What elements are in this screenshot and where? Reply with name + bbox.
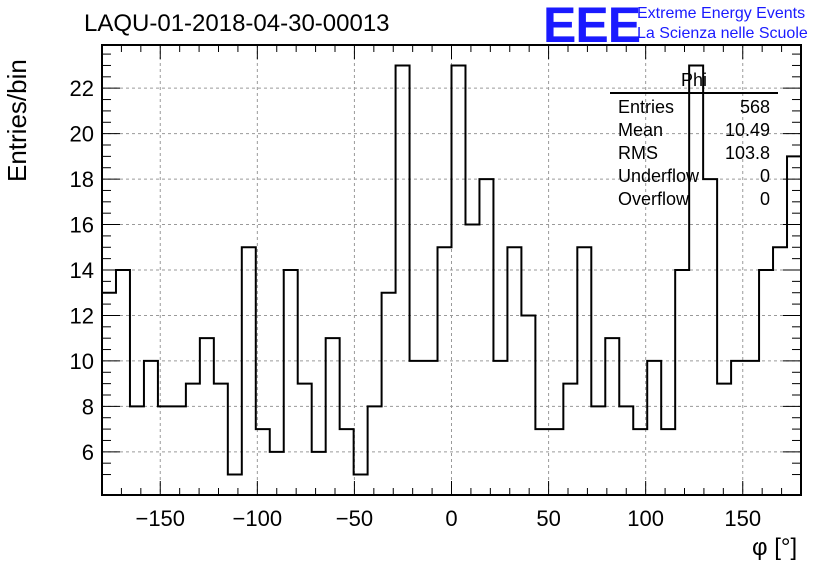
plot-title: LAQU-01-2018-04-30-00013 [84,10,390,37]
grid-lines [102,45,801,495]
histogram-bin [186,384,200,495]
x-axis-label: φ [°] [752,534,798,561]
histogram-bin [563,384,577,495]
x-tick-labels: −150 −100 −50 0 50 100 150 [135,506,761,531]
stats-row-underflow: Underflow 0 [610,165,778,188]
y-tick-label: 6 [82,440,94,465]
histogram-bin [577,247,591,495]
histogram-bin [424,361,438,495]
stats-row-entries: Entries 568 [610,96,778,119]
histogram-bin [298,384,312,495]
histogram-bin [465,225,479,495]
histogram-bin [605,338,619,495]
histogram-bin [535,429,549,495]
histogram-bin [717,384,731,495]
stats-label: Mean [618,120,664,140]
histogram-bin [787,156,801,495]
y-tick-label: 10 [70,349,94,374]
stats-row-mean: Mean 10.49 [610,119,778,142]
stats-label: Underflow [618,166,700,186]
stats-row-overflow: Overflow 0 [610,188,778,211]
histogram-bin [591,406,605,495]
y-tick-labels: 6 8 10 12 14 16 18 20 22 [70,76,94,465]
histogram-bin [368,406,382,495]
stats-box: Phi Entries 568 Mean 10.49 RMS 103.8 Und… [610,70,778,211]
histogram-bin [312,452,326,495]
stats-label: Overflow [618,189,690,209]
y-tick-label: 8 [82,394,94,419]
histogram-bin [340,429,354,495]
stats-value: 0 [759,189,770,209]
histogram-bin [633,429,647,495]
y-tick-label: 18 [70,167,94,192]
histogram-bin [200,338,214,495]
y-tick-label: 20 [70,122,94,147]
histogram-bin [452,65,466,495]
histogram-bin [438,247,452,495]
histogram-bin [172,406,186,495]
x-tick-label: −50 [336,506,373,531]
histogram-bin [675,270,689,495]
x-tick-label: −150 [135,506,185,531]
histogram-bin [116,270,130,495]
x-tick-label: 100 [627,506,664,531]
histogram-bin [256,429,270,495]
y-tick-label: 16 [70,213,94,238]
histogram-bin [242,247,256,495]
histogram-outline [102,64,801,476]
histogram-bin [130,406,144,495]
logo-caption-line1: Extreme Energy Events [637,5,806,22]
histogram-bin [284,270,298,495]
histogram-bin [703,179,717,495]
histogram-bin [493,361,507,495]
histogram-bin [410,361,424,495]
histogram-bin [549,429,563,495]
histogram-bin [228,475,242,495]
histogram-bin [479,179,493,495]
histogram-bin [396,65,410,495]
stats-value: 103.8 [724,143,770,163]
histogram-bin [144,361,158,495]
histogram-bin [521,315,535,495]
y-tick-label: 22 [70,76,94,101]
histogram-bin [382,293,396,495]
histogram-bin [661,429,675,495]
x-tick-label: 0 [445,506,457,531]
histogram-bin [354,475,368,495]
x-tick-label: 150 [724,506,761,531]
axis-ticks [101,45,802,495]
stats-value: 0 [759,166,770,186]
stats-row-rms: RMS 103.8 [610,142,778,165]
histogram-bin [745,361,759,495]
stats-value: 568 [739,97,770,117]
x-tick-label: −100 [233,506,283,531]
y-tick-label: 12 [70,303,94,328]
stats-value: 10.49 [724,120,770,140]
histogram-bin [619,406,633,495]
x-tick-label: 50 [536,506,560,531]
histogram-bin [773,247,787,495]
histogram-bin [759,270,773,495]
logo-caption: Extreme Energy Events La Scienza nelle S… [637,4,808,44]
stats-label: Entries [618,97,675,117]
histogram-bin [507,247,521,495]
stats-box-title: Phi [610,70,778,94]
histogram-bin [102,293,116,495]
stats-label: RMS [618,143,658,163]
histogram-bin [214,384,228,495]
histogram-bin [647,361,661,495]
histogram-bin [326,338,340,495]
y-tick-label: 14 [70,258,94,283]
logo-caption-line2: La Scienza nelle Scuole [637,25,808,42]
